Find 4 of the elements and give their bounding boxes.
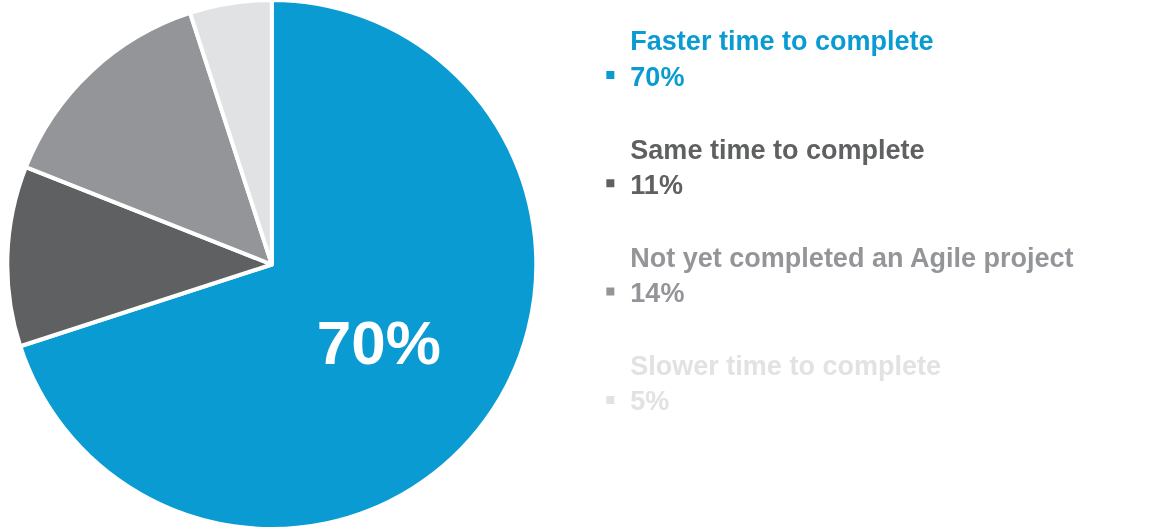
data-label: 70%: [316, 307, 441, 377]
legend-label: Faster time to complete 70%: [630, 26, 934, 92]
legend-label: Not yet completed an Agile project 14%: [630, 243, 1074, 309]
legend-label: Same time to complete 11%: [630, 134, 925, 200]
